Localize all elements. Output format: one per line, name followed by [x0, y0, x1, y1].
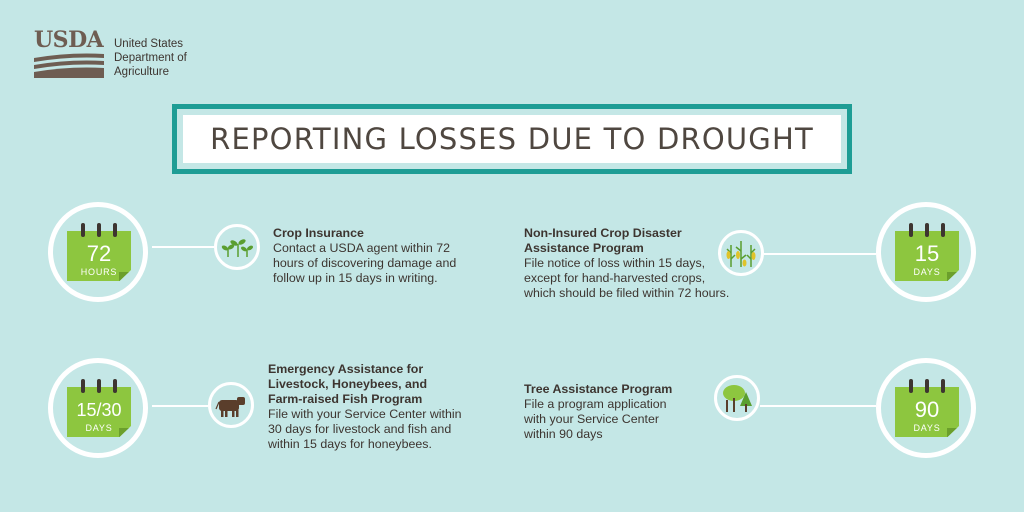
calendar-number: 15 [914, 241, 940, 266]
item-text-line: Contact a USDA agent within 72 [273, 241, 451, 255]
title-banner: REPORTING LOSSES DUE TO DROUGHT [172, 104, 852, 174]
calendar-number: 15/30 [76, 400, 122, 420]
calendar-unit: HOURS [80, 267, 118, 277]
nap-block: Non-Insured Crop Disaster Assistance Pro… [524, 226, 774, 301]
trees-icon [723, 385, 752, 412]
connector-line [152, 405, 208, 407]
icon-circle-crop-insurance [214, 224, 260, 270]
icon-circle-tap [714, 375, 760, 421]
item-heading: Non-Insured Crop Disaster [524, 226, 682, 240]
item-heading: Emergency Assistance for [268, 362, 424, 376]
tap-block: Tree Assistance Program File a program a… [524, 382, 724, 442]
elap-block: Emergency Assistance for Livestock, Hone… [268, 362, 498, 452]
logo-line-3: Agriculture [114, 66, 169, 78]
calendar-number: 72 [86, 241, 112, 266]
item-text-line: File notice of loss within 15 days, [524, 256, 706, 270]
calendar-15-days: 15 DAYS [876, 202, 976, 302]
usda-logo-text: United States Department of Agriculture [114, 37, 187, 79]
calendar-icon: 15/30 DAYS [67, 379, 131, 437]
calendar-90-days: 90 DAYS [876, 358, 976, 458]
item-text-line: File a program application [524, 397, 667, 411]
item-text-line: within 90 days [524, 427, 603, 441]
usda-logo-mark: USDA [34, 28, 104, 80]
crop-insurance-block: Crop Insurance Contact a USDA agent with… [273, 226, 513, 286]
connector-line [760, 405, 876, 407]
connector-line [152, 246, 214, 248]
calendar-72-hours: 72 HOURS [48, 202, 148, 302]
item-heading: Assistance Program [524, 241, 644, 255]
item-heading: Tree Assistance Program [524, 382, 673, 396]
calendar-unit: DAYS [913, 423, 941, 433]
icon-circle-elap [208, 382, 254, 428]
item-text-line: within 15 days for honeybees. [268, 437, 432, 451]
calendar-icon: 72 HOURS [67, 223, 131, 281]
corn-icon [726, 241, 756, 267]
cow-icon [215, 397, 245, 417]
item-text-line: except for hand-harvested crops, [524, 271, 706, 285]
calendar-unit: DAYS [85, 423, 113, 433]
item-heading: Crop Insurance [273, 226, 364, 240]
title-background [183, 115, 841, 163]
usda-logo-letters: USDA [34, 27, 104, 53]
calendar-number: 90 [914, 397, 940, 422]
page-title: REPORTING LOSSES DUE TO DROUGHT [210, 122, 814, 156]
item-text-line: 30 days for livestock and fish and [268, 422, 452, 436]
item-text-line: File with your Service Center within [268, 407, 462, 421]
sprout-icon [221, 239, 253, 257]
connector-line [764, 253, 876, 255]
logo-line-2: Department of [114, 52, 187, 64]
icon-circle-nap [718, 230, 764, 276]
calendar-unit: DAYS [913, 267, 941, 277]
calendar-15-30-days: 15/30 DAYS [48, 358, 148, 458]
item-heading: Farm-raised Fish Program [268, 392, 423, 406]
item-text-line: which should be filed within 72 hours. [524, 286, 730, 300]
item-text-line: with your Service Center [524, 412, 659, 426]
item-text-line: hours of discovering damage and [273, 256, 457, 270]
logo-field-icon [34, 53, 104, 78]
logo-line-1: United States [114, 38, 184, 50]
usda-logo[interactable]: USDA United States Department of Agricul… [34, 28, 204, 84]
calendar-icon: 90 DAYS [895, 379, 959, 437]
item-text-line: follow up in 15 days in writing. [273, 271, 438, 285]
item-heading: Livestock, Honeybees, and [268, 377, 428, 391]
calendar-icon: 15 DAYS [895, 223, 959, 281]
